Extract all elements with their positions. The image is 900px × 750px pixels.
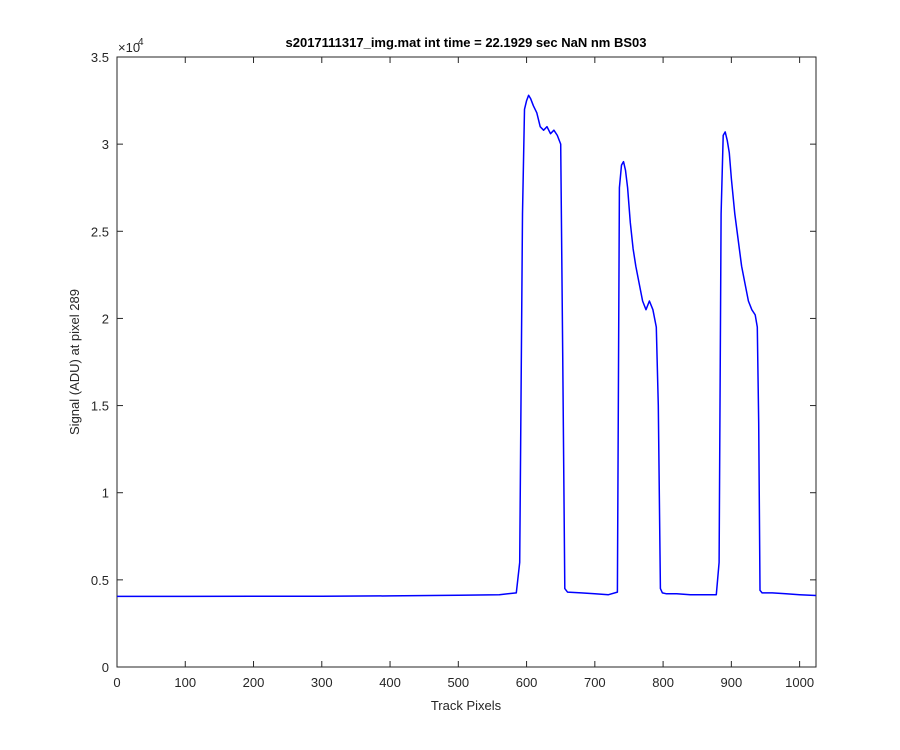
x-axis: 0 100 200 300 400 500 600 700 800 900 1000 <box>113 57 814 690</box>
y-tick-label: 1.5 <box>91 399 109 414</box>
y-exponent-label: ×10 4 <box>118 37 144 55</box>
x-tick-label: 1000 <box>785 675 814 690</box>
x-tick-label: 400 <box>379 675 401 690</box>
series-line-0 <box>117 94 817 598</box>
x-tick-label: 0 <box>113 675 120 690</box>
y-tick-label: 0.5 <box>91 573 109 588</box>
y-axis-label: Signal (ADU) at pixel 289 <box>67 289 82 435</box>
x-tick-label: 900 <box>721 675 743 690</box>
x-tick-label: 200 <box>243 675 265 690</box>
series-layer <box>117 94 817 598</box>
y-tick-label: 1 <box>102 486 109 501</box>
x-tick-label: 100 <box>174 675 196 690</box>
chart-title: s2017111317_img.mat int time = 22.1929 s… <box>286 35 647 50</box>
x-tick-label: 500 <box>447 675 469 690</box>
y-tick-label: 2.5 <box>91 224 109 239</box>
plot-box <box>116 56 817 668</box>
x-tick-label: 300 <box>311 675 333 690</box>
y-tick-label: 2 <box>102 311 109 326</box>
plot-area <box>116 56 817 668</box>
x-tick-label: 700 <box>584 675 606 690</box>
y-tick-label: 3 <box>102 137 109 152</box>
y-tick-label: 3.5 <box>91 50 109 65</box>
y-tick-label: 0 <box>102 660 109 675</box>
x-tick-label: 600 <box>516 675 538 690</box>
x-tick-label: 800 <box>652 675 674 690</box>
y-exponent-base: ×10 <box>118 40 140 55</box>
y-axis: 0 0.5 1 1.5 2 2.5 3 3.5 <box>91 50 816 675</box>
y-exponent-power: 4 <box>138 37 144 48</box>
x-axis-label: Track Pixels <box>431 698 502 713</box>
